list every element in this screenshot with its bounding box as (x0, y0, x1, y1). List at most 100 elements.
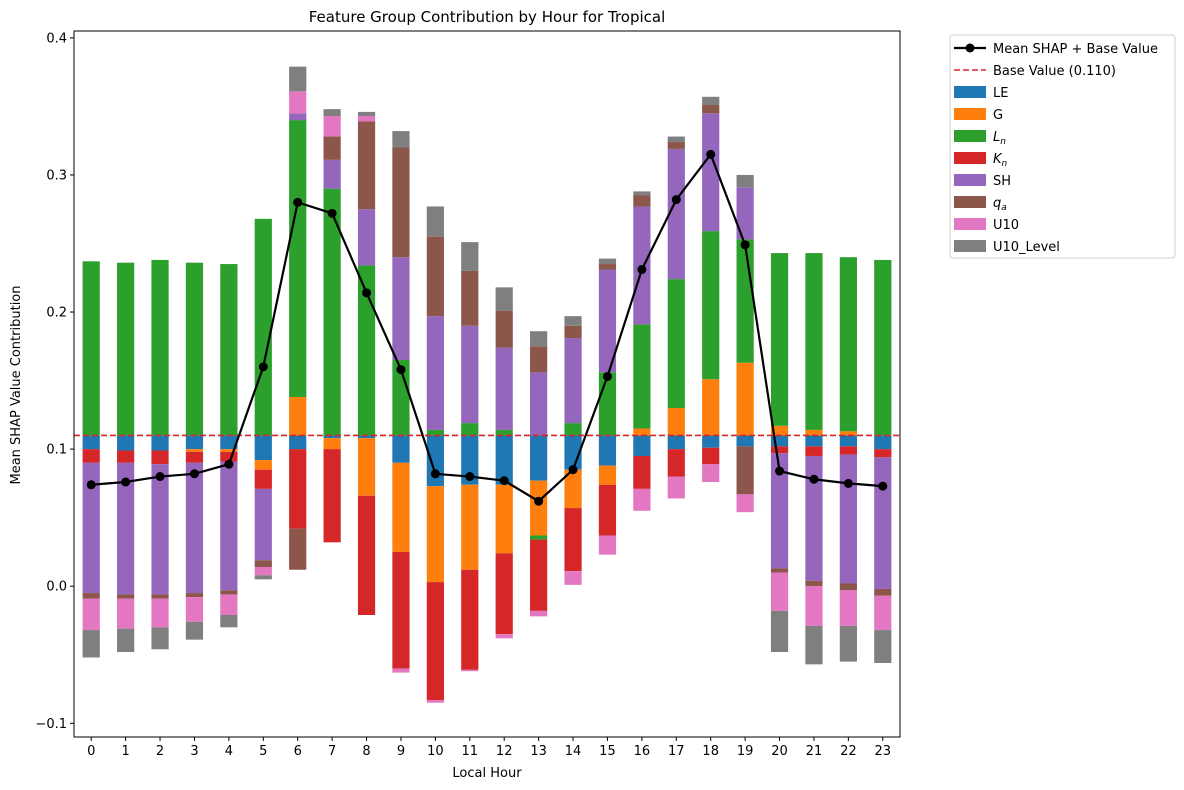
bar-l-n-h21 (805, 253, 823, 430)
bar-l-n-h20 (770, 253, 789, 426)
bar-k-n-h16 (633, 455, 651, 489)
bar-q-a-h7 (323, 136, 341, 160)
bar-le-h18 (702, 435, 720, 448)
bar-sh-h18 (702, 113, 720, 232)
bar-u10-level-h23 (874, 630, 892, 663)
mean-shap-point-h3 (189, 469, 199, 479)
bar-l-n-h18 (702, 231, 720, 380)
bar-q-a-h15 (598, 264, 617, 270)
bar-k-n-h17 (667, 449, 685, 477)
bar-u10-level-h0 (82, 630, 100, 658)
bar-k-n-h18 (702, 447, 720, 465)
y-tick-label: 0.0 (46, 580, 67, 595)
legend-swatch (954, 152, 986, 164)
bar-sh-h11 (461, 325, 479, 424)
line-layer (74, 149, 900, 506)
legend-entry-base-value: Base Value (0.110) (954, 64, 1116, 79)
bar-l-n-h2 (151, 259, 169, 436)
bar-k-n-h6 (289, 449, 307, 529)
bar-l-n-h5 (254, 218, 272, 436)
bar-l-n-h22 (839, 257, 857, 432)
bar-sh-h8 (357, 209, 376, 266)
legend-entry-mean-shap: Mean SHAP + Base Value (954, 42, 1158, 57)
bar-u10-level-h9 (392, 131, 410, 148)
bar-g-h21 (805, 429, 823, 436)
bar-l-n-h14 (564, 423, 582, 436)
bar-l-n-h7 (323, 188, 341, 436)
mean-shap-point-h21 (809, 474, 819, 484)
bars-layer (82, 66, 892, 703)
bar-u10-h17 (667, 476, 685, 499)
x-tick-label: 9 (397, 744, 405, 759)
bar-u10-level-h6 (289, 66, 307, 92)
bar-l-n-h6 (289, 120, 307, 398)
bar-u10-h0 (82, 598, 100, 631)
x-tick-label: 12 (496, 744, 513, 759)
bar-sh-h23 (874, 457, 892, 589)
bar-g-h16 (633, 428, 651, 436)
bar-u10-h23 (874, 595, 892, 631)
bar-le-h9 (392, 435, 410, 463)
bar-g-h5 (254, 460, 272, 470)
x-tick-label: 14 (565, 744, 582, 759)
bar-k-n-h5 (254, 469, 272, 489)
x-axis-title: Local Hour (452, 766, 522, 781)
bar-u10-level-h1 (117, 628, 135, 653)
bar-u10-h10 (426, 699, 444, 703)
legend-swatch (954, 196, 986, 208)
bar-u10-level-h20 (770, 610, 789, 653)
bar-u10-level-h5 (254, 575, 272, 580)
bar-u10-h8 (357, 115, 376, 122)
legend-entry-k-n: Kn (954, 152, 1008, 169)
legend-swatch (954, 218, 986, 230)
chart-title: Feature Group Contribution by Hour for T… (309, 8, 666, 26)
bar-q-a-h16 (633, 195, 651, 207)
bar-le-h2 (151, 435, 169, 451)
mean-shap-line (91, 152, 883, 503)
x-tick-label: 22 (840, 744, 857, 759)
legend-label: Ln (993, 130, 1006, 147)
bar-u10-h2 (151, 598, 169, 628)
bar-q-a-h0 (82, 593, 100, 599)
bar-u10-level-h19 (736, 174, 754, 188)
bar-le-h17 (667, 435, 685, 450)
bar-q-a-h4 (220, 590, 238, 595)
bar-q-a-h2 (151, 594, 169, 599)
x-tick-label: 17 (668, 744, 685, 759)
bar-q-a-h20 (770, 568, 789, 573)
bar-u10-level-h15 (598, 258, 617, 265)
mean-shap-point-h5 (258, 362, 268, 372)
bar-l-n-h0 (82, 261, 100, 436)
bar-u10-h9 (392, 668, 410, 673)
bar-sh-h14 (564, 338, 582, 424)
legend-swatch (954, 240, 986, 252)
bar-le-h7 (323, 435, 341, 439)
bar-k-n-h4 (220, 451, 238, 462)
bar-k-n-h20 (770, 446, 789, 454)
bar-u10-h16 (633, 488, 651, 511)
plot-frame (73, 30, 901, 738)
bar-q-a-h11 (461, 270, 479, 326)
bar-sh-h12 (495, 347, 513, 430)
bar-q-a-h9 (392, 147, 410, 258)
bar-l-n-h17 (667, 279, 685, 408)
bar-g-h22 (839, 431, 857, 436)
bar-k-n-h3 (185, 451, 204, 463)
bar-u10-level-h3 (185, 621, 204, 640)
bar-g-h15 (598, 465, 617, 485)
bar-q-a-h6 (289, 528, 307, 570)
mean-shap-point-h12 (499, 476, 509, 486)
mean-shap-point-h8 (362, 288, 372, 298)
mean-shap-point-h0 (86, 480, 96, 490)
y-tick-label: 0.4 (46, 31, 67, 46)
bar-g-h9 (392, 462, 410, 552)
bar-k-n-h21 (805, 446, 823, 456)
bar-u10-level-h21 (805, 625, 823, 665)
bar-le-h21 (805, 435, 823, 447)
mean-shap-point-h14 (568, 465, 578, 475)
bar-u10-h19 (736, 494, 754, 513)
mean-shap-point-h20 (775, 466, 785, 476)
bar-le-h23 (874, 435, 892, 450)
bar-q-a-h8 (357, 121, 376, 210)
legend-label: U10_Level (993, 240, 1060, 255)
